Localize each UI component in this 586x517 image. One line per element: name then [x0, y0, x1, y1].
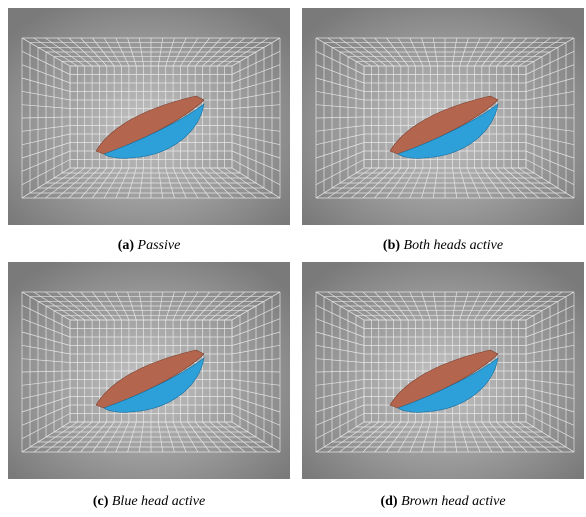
caption-text: Brown head active: [401, 494, 505, 509]
panel: [8, 8, 290, 225]
caption-text: Both heads active: [404, 238, 504, 253]
panel: [302, 262, 584, 479]
caption-label: (d): [380, 494, 397, 509]
panel: [8, 262, 290, 479]
caption: (d) Brown head active: [302, 494, 584, 510]
caption-label: (a): [118, 238, 134, 253]
page: {"figure": {"panels": [ {"label": "(a)",…: [0, 0, 586, 517]
panel: [302, 8, 584, 225]
caption-text: Passive: [138, 238, 181, 253]
caption: (b) Both heads active: [302, 238, 584, 254]
caption-label: (c): [93, 494, 109, 509]
caption: (a) Passive: [8, 238, 290, 254]
caption-text: Blue head active: [112, 494, 205, 509]
caption: (c) Blue head active: [8, 494, 290, 510]
caption-label: (b): [383, 238, 400, 253]
figure: [0, 0, 586, 517]
